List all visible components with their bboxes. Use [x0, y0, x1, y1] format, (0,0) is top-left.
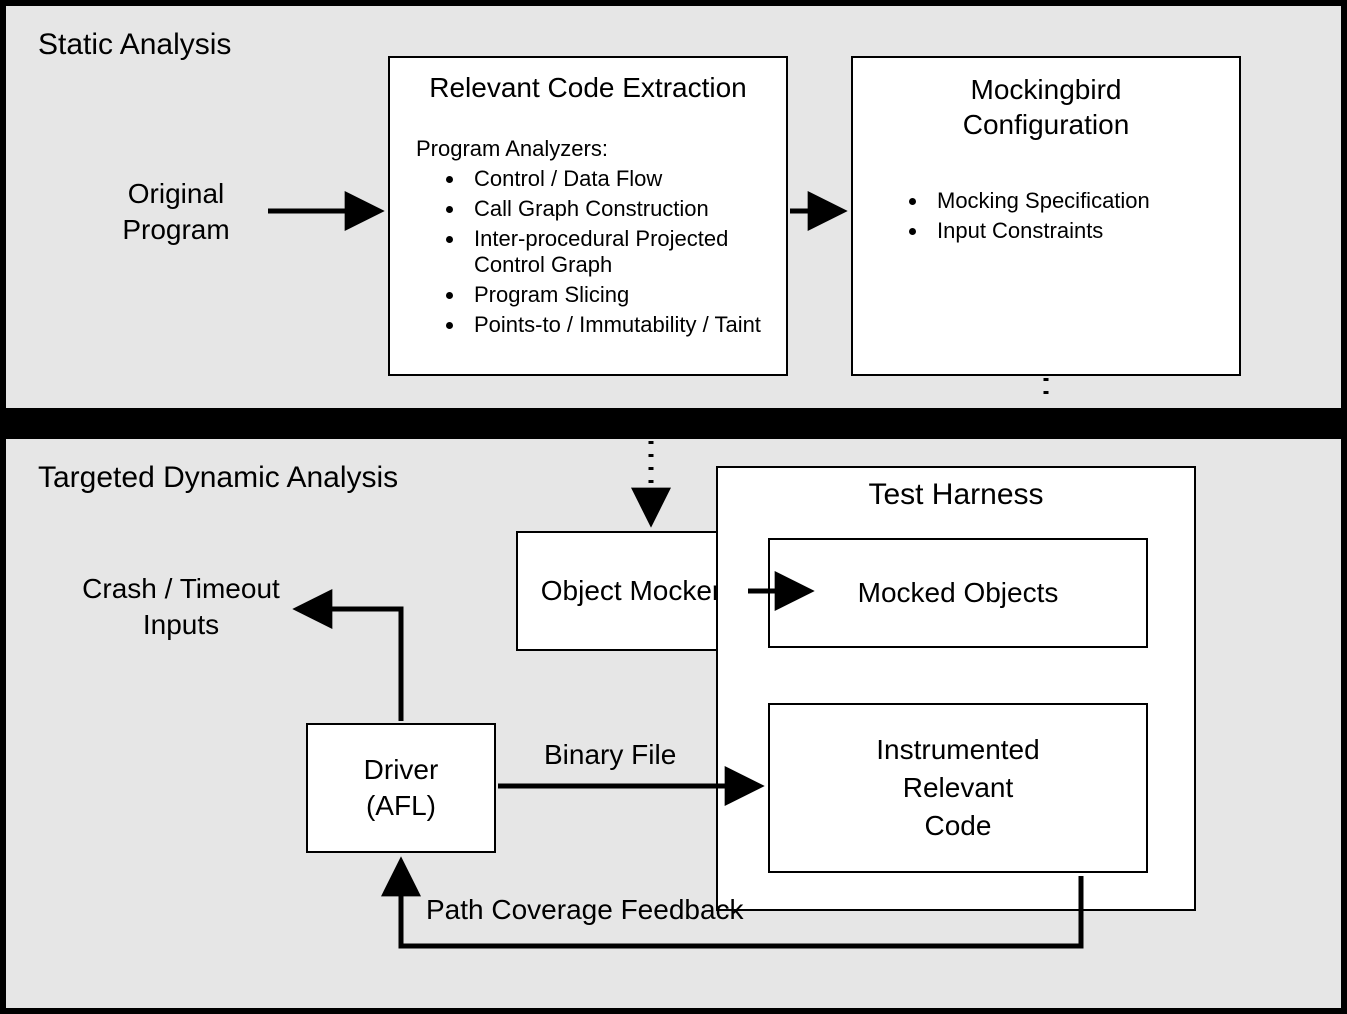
mocked-objects-box: Mocked Objects [768, 538, 1148, 648]
instrumented-l2: Relevant [903, 772, 1014, 803]
driver-label: Driver (AFL) [364, 752, 439, 825]
crash-inputs-label: Crash / Timeout Inputs [61, 571, 301, 644]
mockingbird-title-l1: Mockingbird [971, 74, 1122, 105]
list-item: Call Graph Construction [466, 196, 766, 222]
mockingbird-items: Mocking Specification Input Constraints [879, 188, 1219, 248]
mockingbird-box: Mockingbird Configuration Mocking Specif… [851, 56, 1241, 376]
list-item: Input Constraints [929, 218, 1219, 244]
mockingbird-title-l2: Configuration [963, 109, 1130, 140]
instrumented-l1: Instrumented [876, 734, 1039, 765]
list-item: Control / Data Flow [466, 166, 766, 192]
object-mocker-label: Object Mocker [541, 575, 722, 607]
crash-inputs-l2: Inputs [143, 609, 219, 640]
dynamic-analysis-title: Targeted Dynamic Analysis [38, 461, 398, 495]
test-harness-title: Test Harness [718, 478, 1194, 512]
dynamic-analysis-panel: Targeted Dynamic Analysis Crash / Timeou… [6, 439, 1341, 1008]
mocked-objects-label: Mocked Objects [858, 577, 1059, 609]
driver-l1: Driver [364, 754, 439, 785]
driver-l2: (AFL) [366, 790, 436, 821]
instrumented-label: Instrumented Relevant Code [876, 731, 1039, 844]
list-item: Program Slicing [466, 282, 766, 308]
list-item: Inter-procedural Projected Control Graph [466, 226, 766, 278]
object-mocker-box: Object Mocker [516, 531, 746, 651]
relevant-code-items: Control / Data Flow Call Graph Construct… [416, 166, 766, 342]
test-harness-box: Test Harness Mocked Objects Instrumented… [716, 466, 1196, 911]
original-program-l2: Program [122, 214, 229, 245]
relevant-code-subhead: Program Analyzers: [416, 136, 608, 162]
static-analysis-title: Static Analysis [38, 28, 231, 62]
original-program-label: Original Program [86, 176, 266, 249]
instrumented-box: Instrumented Relevant Code [768, 703, 1148, 873]
driver-box: Driver (AFL) [306, 723, 496, 853]
path-coverage-label: Path Coverage Feedback [426, 894, 744, 926]
diagram-canvas: Static Analysis Original Program Relevan… [0, 0, 1347, 1014]
instrumented-l3: Code [925, 810, 992, 841]
relevant-code-title: Relevant Code Extraction [390, 72, 786, 104]
static-analysis-panel: Static Analysis Original Program Relevan… [6, 6, 1341, 408]
crash-inputs-l1: Crash / Timeout [82, 573, 280, 604]
list-item: Points-to / Immutability / Taint [466, 312, 766, 338]
list-item: Mocking Specification [929, 188, 1219, 214]
relevant-code-box: Relevant Code Extraction Program Analyze… [388, 56, 788, 376]
mockingbird-title: Mockingbird Configuration [853, 72, 1239, 142]
binary-file-label: Binary File [544, 739, 676, 771]
original-program-l1: Original [128, 178, 224, 209]
